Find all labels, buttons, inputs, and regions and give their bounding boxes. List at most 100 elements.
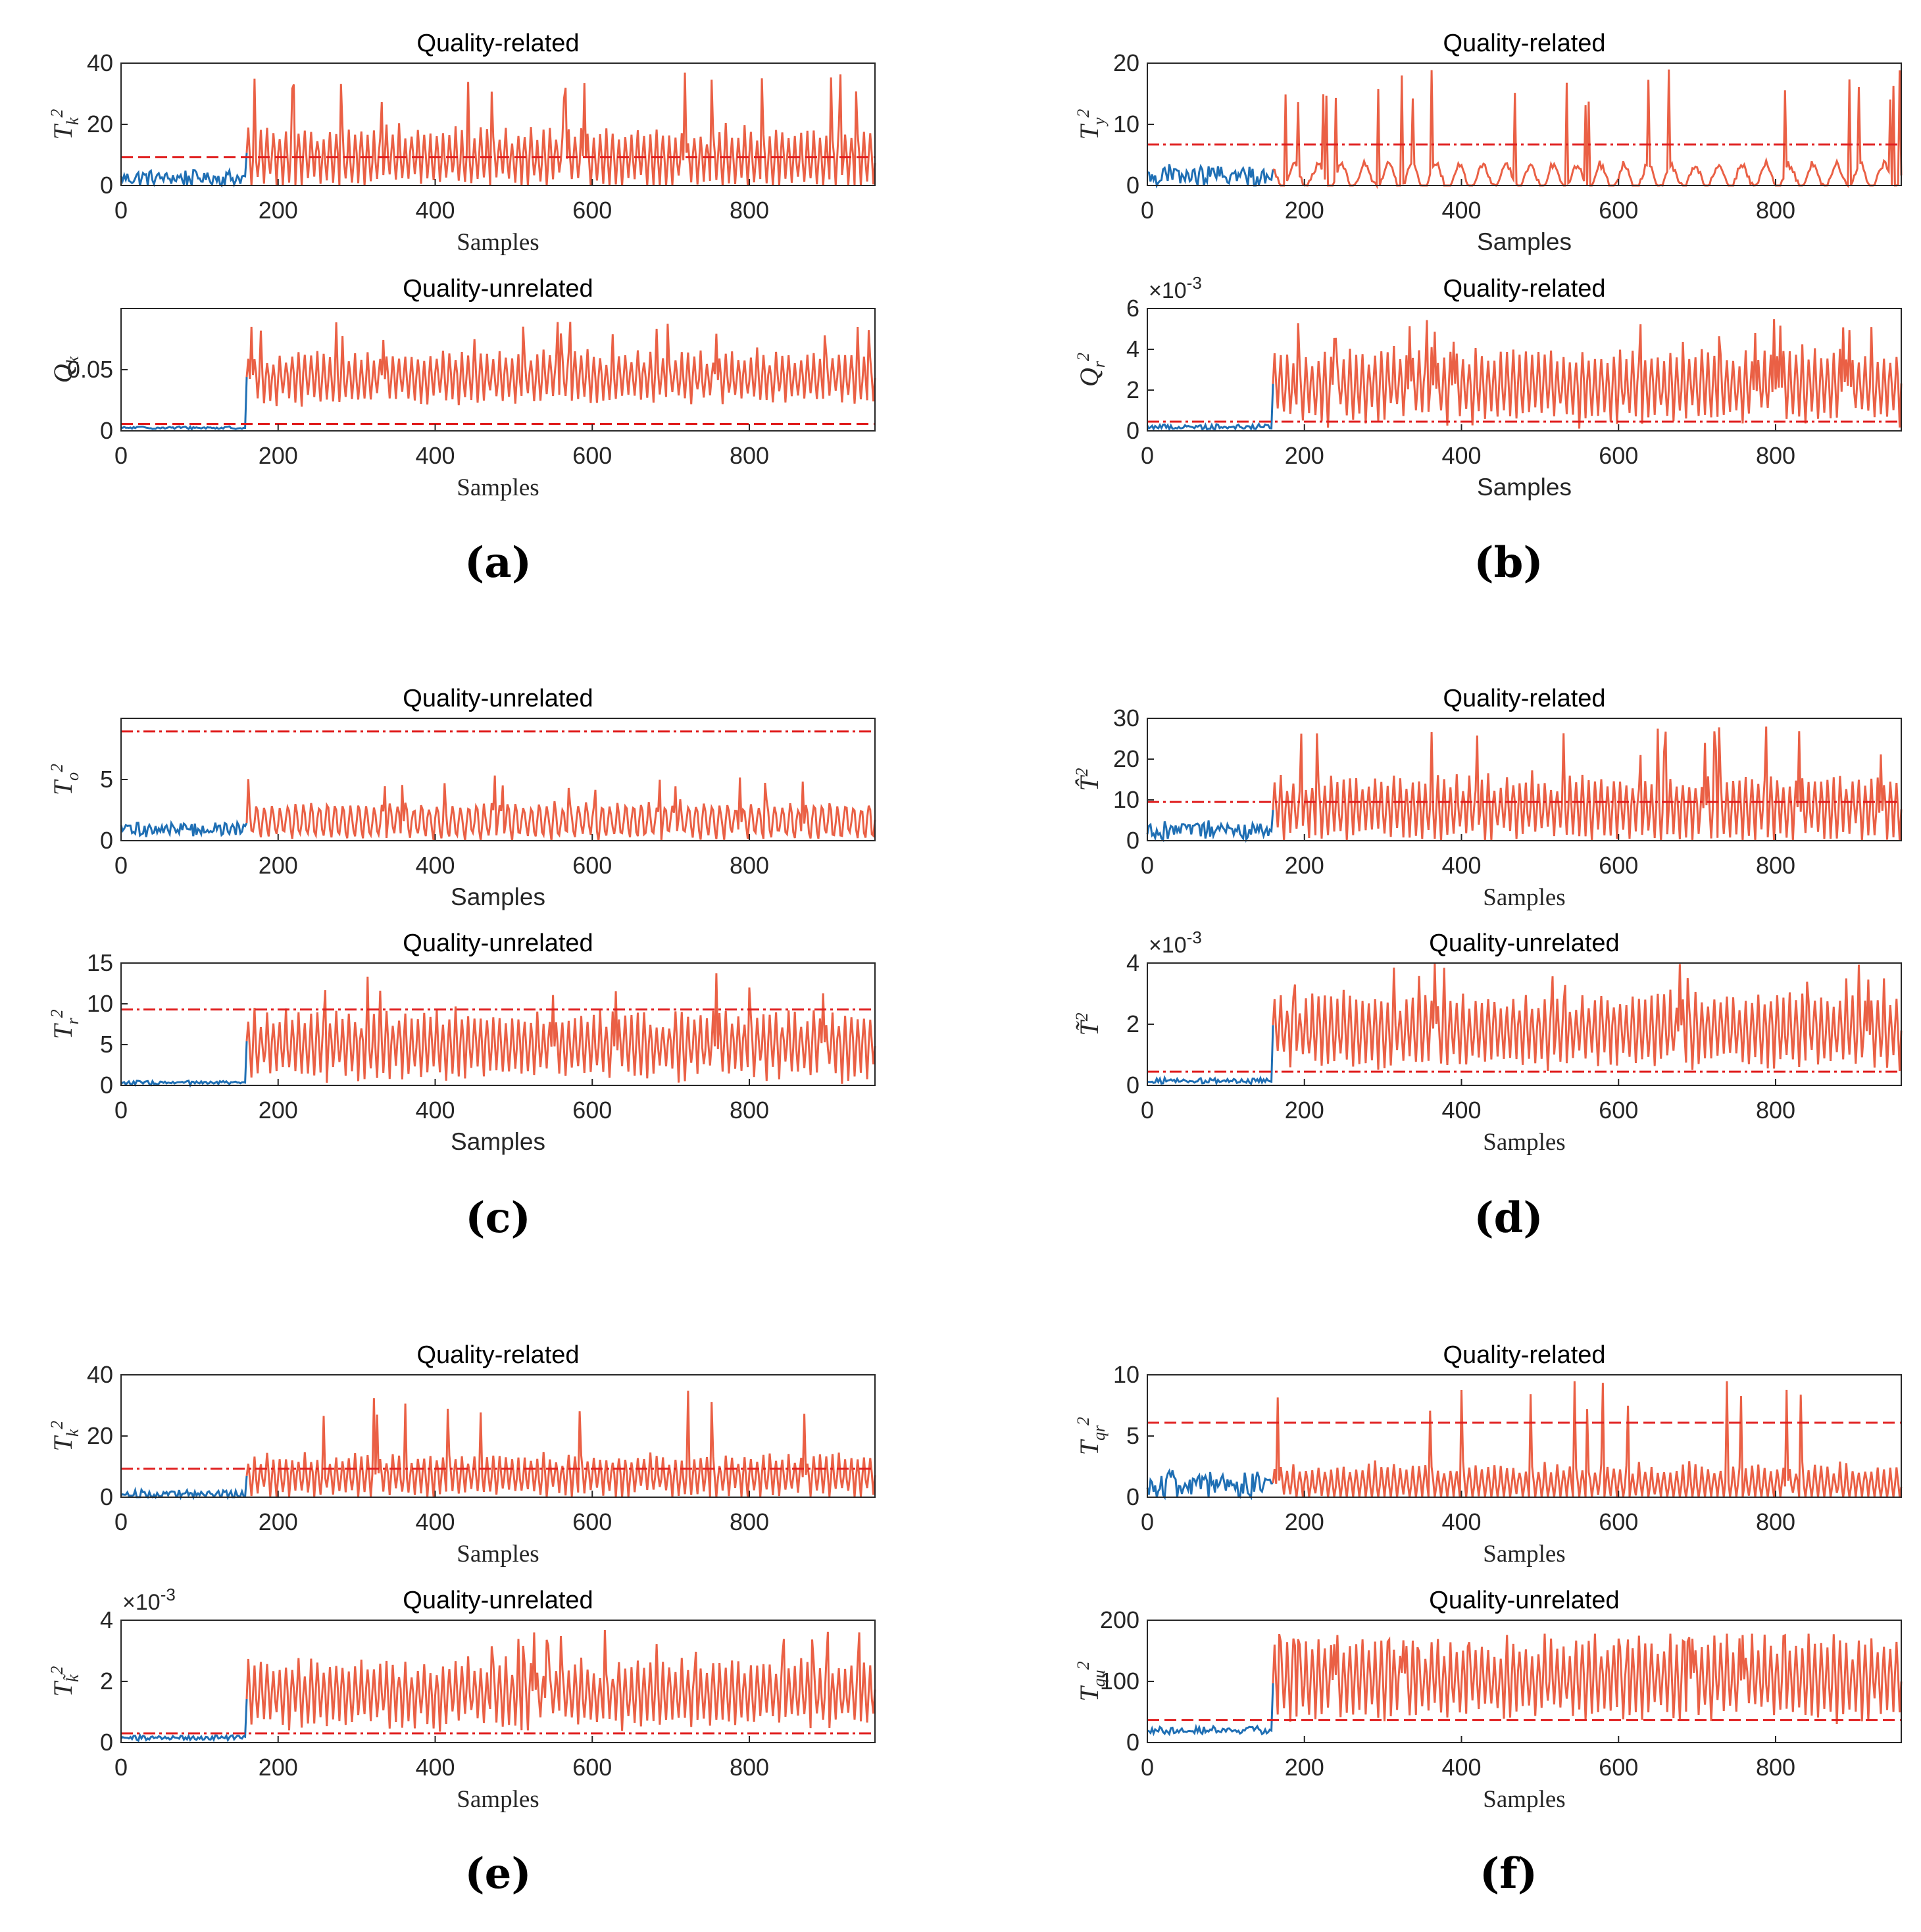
- x-tick-label: 400: [415, 1754, 455, 1781]
- series-normal-line: [1146, 384, 1274, 432]
- x-tick-label: 800: [1756, 197, 1795, 224]
- series-fault-line: [1272, 1633, 1903, 1725]
- x-tick-label: 200: [259, 852, 298, 879]
- x-axis-label: Samples: [1483, 1541, 1565, 1568]
- chart-title: Quality-related: [1443, 685, 1605, 712]
- x-tick-label: 200: [1285, 1508, 1324, 1535]
- series-fault-line: [1272, 726, 1903, 841]
- x-tick-label: 400: [415, 197, 455, 224]
- chart-e2: 0 2 4 0 200 400 600 800 Quality-unrelated Samples…: [47, 1585, 876, 1813]
- y-axis-label: T̂2: [1072, 768, 1104, 791]
- axis-multiplier: ×10-3: [1149, 273, 1202, 303]
- x-axis-label: Samples: [1477, 474, 1572, 501]
- y-tick-label: 100: [1100, 1668, 1139, 1695]
- x-tick-label: 0: [1141, 442, 1154, 469]
- x-axis-label: Samples: [457, 229, 539, 256]
- y-tick-label: 0: [100, 172, 113, 199]
- caption-f: (f): [1480, 1849, 1537, 1898]
- x-tick-label: 600: [572, 197, 612, 224]
- x-tick-label: 600: [1599, 1754, 1638, 1781]
- x-tick-label: 0: [1141, 1754, 1154, 1781]
- y-axis-label: Tr2: [47, 1009, 82, 1039]
- y-tick-label: 0: [1126, 1729, 1139, 1756]
- y-tick-label: 40: [87, 49, 113, 76]
- series-fault-line: [245, 973, 876, 1084]
- y-tick-label: 0.05: [67, 356, 113, 383]
- y-tick-label: 5: [100, 1031, 113, 1058]
- x-tick-label: 600: [572, 852, 612, 879]
- x-tick-label: 600: [1599, 197, 1638, 224]
- series-normal-line: [120, 153, 248, 188]
- chart-title: Quality-related: [1443, 1341, 1605, 1369]
- series-normal-line: [120, 819, 248, 838]
- y-tick-label: 20: [1113, 745, 1139, 772]
- y-tick-label: 30: [1113, 705, 1139, 731]
- x-tick-label: 200: [259, 197, 298, 224]
- y-tick-label: 0: [1126, 172, 1139, 199]
- y-axis-label: Ty2: [1074, 109, 1109, 140]
- y-axis-label: Tk2: [47, 109, 82, 140]
- y-tick-label: 20: [87, 111, 113, 137]
- x-tick-label: 600: [1599, 442, 1638, 469]
- chart-title: Quality-unrelated: [403, 685, 593, 712]
- series-fault-line: [1272, 1381, 1903, 1498]
- x-tick-label: 400: [1441, 442, 1481, 469]
- series-normal-line: [120, 1698, 248, 1743]
- chart-f1: 0 5 10 0 200 400 600 800 Quality-related Samples T…: [1074, 1341, 1903, 1568]
- y-tick-label: 2: [1126, 376, 1139, 403]
- x-tick-label: 0: [1141, 197, 1154, 224]
- y-tick-label: 10: [87, 990, 113, 1017]
- y-tick-label: 40: [87, 1361, 113, 1388]
- x-tick-label: 600: [1599, 852, 1638, 879]
- y-tick-label: 10: [1113, 111, 1139, 137]
- y-axis-label: Qr2: [1074, 353, 1109, 387]
- x-tick-label: 600: [572, 1097, 612, 1124]
- x-tick-label: 0: [114, 1097, 128, 1124]
- caption-a: (a): [464, 538, 532, 587]
- x-tick-label: 400: [1441, 1754, 1481, 1781]
- plot-frame: [1147, 62, 1902, 186]
- chart-c1: 0 5 0 200 400 600 800 Quality-unrelated Samples T…: [47, 685, 876, 910]
- y-tick-label: 4: [100, 1606, 113, 1633]
- x-tick-label: 200: [1285, 1097, 1324, 1124]
- x-tick-label: 800: [730, 852, 769, 879]
- x-tick-label: 200: [259, 442, 298, 469]
- x-axis-label: Samples: [1477, 228, 1572, 255]
- series-normal-line: [120, 377, 248, 432]
- y-tick-label: 4: [1126, 949, 1139, 976]
- y-tick-label: 15: [87, 949, 113, 976]
- x-tick-label: 200: [1285, 852, 1324, 879]
- y-tick-label: 5: [100, 766, 113, 793]
- x-tick-label: 800: [730, 1508, 769, 1535]
- plot-frame: [1147, 718, 1902, 841]
- y-tick-label: 6: [1126, 295, 1139, 322]
- caption-c: (c): [465, 1193, 531, 1243]
- y-axis-label: Qk: [48, 356, 82, 383]
- y-axis-label: To2: [47, 764, 82, 795]
- x-tick-label: 600: [1599, 1097, 1638, 1124]
- x-tick-label: 200: [259, 1508, 298, 1535]
- series-normal-line: [1147, 1025, 1274, 1086]
- x-tick-label: 0: [114, 197, 128, 224]
- axis-multiplier: ×10-3: [122, 1585, 176, 1615]
- chart-d1: 0 10 20 30 0 200 400 600 800 Quality-related Sampl…: [1072, 685, 1903, 911]
- series-fault-line: [1272, 69, 1903, 189]
- y-tick-label: 0: [1126, 827, 1139, 854]
- y-tick-label: 5: [1126, 1422, 1139, 1449]
- y-axis-label: Tqr2: [1074, 1417, 1109, 1455]
- x-tick-label: 0: [1141, 1508, 1154, 1535]
- chart-f2: 0 100 200 0 200 400 600 800 Quality-unrelated Sam…: [1074, 1587, 1903, 1813]
- caption-b: (b): [1474, 538, 1543, 587]
- x-tick-label: 400: [415, 1508, 455, 1535]
- x-tick-label: 800: [730, 197, 769, 224]
- x-tick-label: 600: [572, 442, 612, 469]
- y-tick-label: 0: [100, 1072, 113, 1099]
- chart-c2: 0 5 10 15 0 200 400 600 800 Quality-unrelated Samp…: [47, 929, 876, 1155]
- chart-a2: 0 0.05 0 200 400 600 800 Quality-unrelated Sampl…: [48, 275, 876, 501]
- x-tick-label: 0: [114, 852, 128, 879]
- y-axis-label: Tqu2: [1074, 1661, 1109, 1701]
